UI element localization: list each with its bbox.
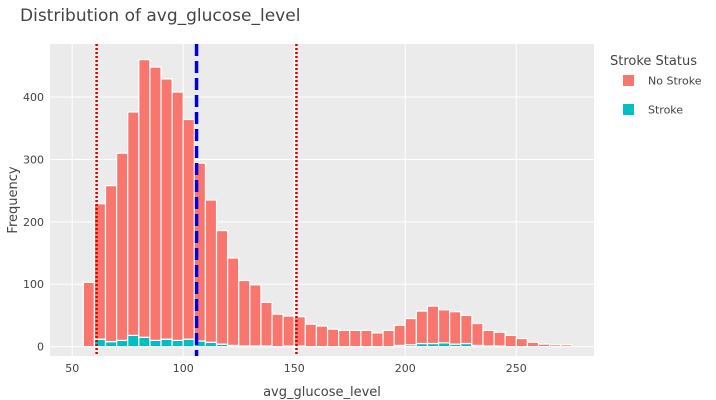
bar-no-stroke <box>404 317 417 346</box>
bar-no-stroke <box>437 309 451 344</box>
bar-no-stroke <box>215 229 229 345</box>
y-tick-label: 0 <box>37 341 44 354</box>
bar-no-stroke <box>515 337 528 348</box>
bar-no-stroke <box>171 91 184 342</box>
y-tick-label: 200 <box>23 216 44 229</box>
bar-no-stroke <box>493 331 506 347</box>
legend-label: No Stroke <box>648 75 702 88</box>
bar-no-stroke <box>104 185 118 343</box>
x-axis-ticks: 50 100 150 200 250 <box>65 362 527 375</box>
y-axis-title: Frequency <box>6 166 21 233</box>
bar-no-stroke <box>238 279 251 347</box>
bar-no-stroke <box>82 281 96 348</box>
bar-no-stroke <box>537 343 551 348</box>
bar-stroke <box>116 339 129 348</box>
bar-stroke <box>127 334 140 348</box>
y-tick-label: 100 <box>23 278 44 291</box>
y-axis-ticks: 0 100 200 300 400 <box>23 91 44 354</box>
x-tick-label: 150 <box>284 362 305 375</box>
histogram-bars <box>82 58 573 348</box>
legend-title: Stroke Status <box>610 54 697 69</box>
bar-stroke <box>204 341 218 348</box>
x-axis-title: avg_glucose_level <box>263 385 381 400</box>
y-tick-label: 400 <box>23 91 44 104</box>
legend-label: Stroke <box>648 104 683 117</box>
bar-no-stroke <box>138 58 151 338</box>
bar-no-stroke <box>504 334 517 348</box>
bar-no-stroke <box>560 344 573 348</box>
bar-no-stroke <box>471 322 484 346</box>
bar-no-stroke <box>393 324 406 346</box>
bar-stroke <box>138 336 151 348</box>
bar-no-stroke <box>382 329 395 348</box>
bar-no-stroke <box>326 328 340 348</box>
bar-no-stroke <box>127 111 140 337</box>
bar-no-stroke <box>227 257 240 346</box>
bar-no-stroke <box>282 315 295 347</box>
bar-stroke <box>171 339 184 348</box>
reference-lines <box>95 44 298 356</box>
bar-no-stroke <box>548 344 562 348</box>
legend-swatch <box>623 104 634 115</box>
bar-no-stroke <box>482 329 495 347</box>
bar-no-stroke <box>116 152 129 341</box>
bar-no-stroke <box>360 329 373 348</box>
y-tick-label: 300 <box>23 153 44 166</box>
x-tick-label: 50 <box>65 362 79 375</box>
x-tick-label: 200 <box>395 362 416 375</box>
bar-no-stroke <box>271 313 284 348</box>
bar-stroke <box>160 338 173 348</box>
bar-no-stroke <box>160 78 173 340</box>
bar-no-stroke <box>249 284 262 347</box>
bar-no-stroke <box>415 310 429 345</box>
bar-stroke <box>182 338 195 348</box>
x-tick-label: 250 <box>506 362 527 375</box>
legend: Stroke Status No Stroke Stroke <box>610 54 702 117</box>
bar-no-stroke <box>204 199 218 343</box>
bar-no-stroke <box>315 325 329 348</box>
bar-no-stroke <box>349 329 362 348</box>
bar-no-stroke <box>426 305 440 345</box>
chart-title: Distribution of avg_glucose_level <box>20 6 301 26</box>
bar-no-stroke <box>182 118 195 340</box>
bar-no-stroke <box>526 341 540 348</box>
bar-no-stroke <box>338 329 351 348</box>
bar-stroke <box>104 341 118 348</box>
bar-no-stroke <box>260 301 273 347</box>
x-tick-label: 100 <box>173 362 194 375</box>
bar-no-stroke <box>460 314 473 345</box>
bar-stroke <box>149 339 162 348</box>
legend-swatch <box>623 75 634 86</box>
bar-no-stroke <box>371 332 384 348</box>
bar-no-stroke <box>149 66 162 342</box>
bar-no-stroke <box>304 323 318 348</box>
bar-no-stroke <box>449 311 462 345</box>
